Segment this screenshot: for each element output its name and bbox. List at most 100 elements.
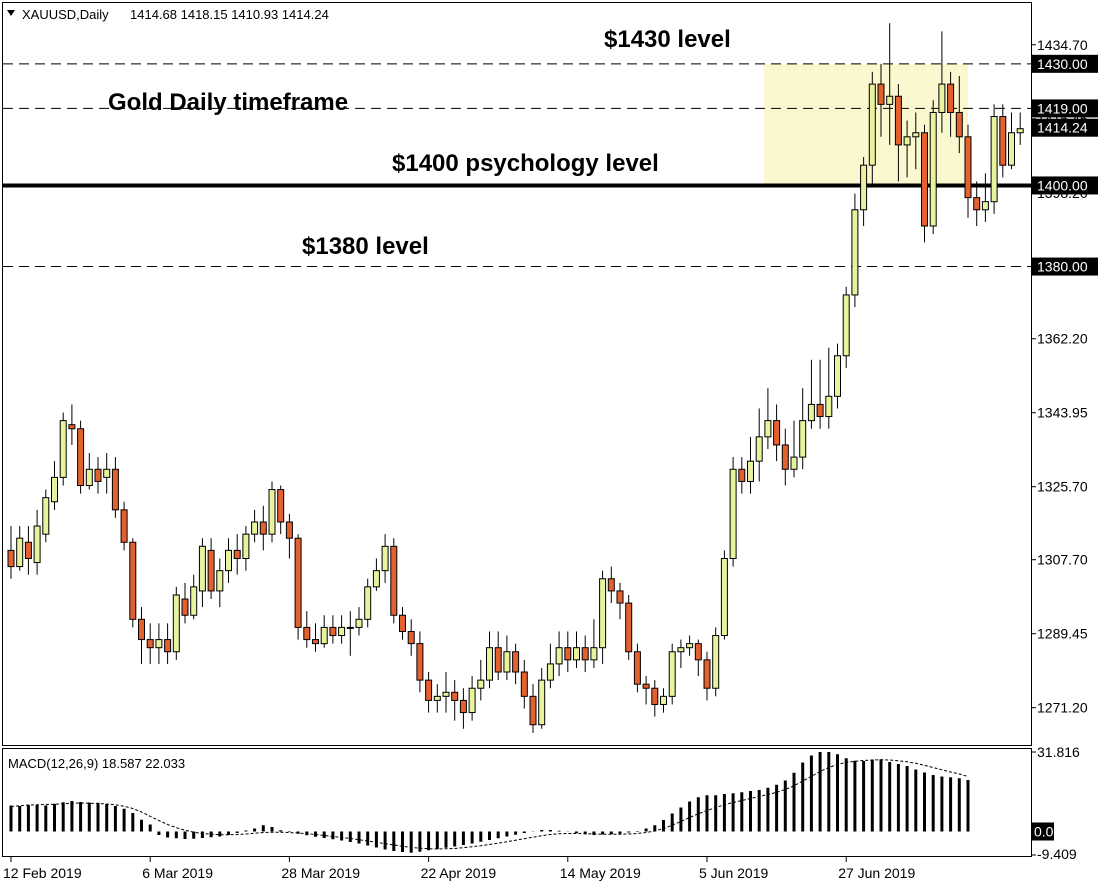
candle bbox=[799, 388, 807, 470]
candle bbox=[459, 688, 467, 729]
candle bbox=[503, 635, 511, 681]
price-tick-label: 1343.95 bbox=[1037, 405, 1088, 421]
candle bbox=[425, 672, 433, 713]
candle bbox=[103, 453, 111, 494]
candle bbox=[216, 558, 224, 608]
candle bbox=[807, 359, 815, 429]
candle bbox=[129, 538, 137, 628]
candle bbox=[155, 623, 163, 664]
date-tick-label: 6 Mar 2019 bbox=[142, 865, 213, 881]
candle bbox=[633, 643, 641, 693]
svg-text:0.00: 0.00 bbox=[1034, 823, 1061, 839]
svg-text:1414.24: 1414.24 bbox=[1037, 120, 1088, 136]
macd-tick-label: 31.816 bbox=[1037, 744, 1080, 760]
candle bbox=[146, 623, 154, 664]
candle bbox=[607, 566, 615, 604]
candle bbox=[825, 347, 833, 429]
level-tag-1419.00: 1419.00 bbox=[1032, 99, 1098, 118]
candle bbox=[172, 586, 180, 660]
candle bbox=[77, 420, 85, 494]
candle bbox=[668, 643, 676, 705]
candle bbox=[842, 286, 850, 368]
candle bbox=[33, 509, 41, 575]
collapse-triangle-icon[interactable] bbox=[7, 10, 15, 16]
candle bbox=[68, 404, 76, 445]
candle bbox=[651, 680, 659, 717]
candle bbox=[442, 672, 450, 713]
candle bbox=[120, 501, 128, 551]
candle bbox=[947, 71, 955, 137]
candle bbox=[390, 538, 398, 624]
candle bbox=[24, 526, 32, 575]
svg-text:1400.00: 1400.00 bbox=[1037, 177, 1088, 193]
candle bbox=[868, 71, 876, 186]
candle bbox=[581, 635, 589, 673]
candles bbox=[7, 23, 1024, 733]
price-tick-label: 1271.20 bbox=[1037, 700, 1088, 716]
candle bbox=[981, 173, 989, 222]
candle bbox=[851, 193, 859, 308]
macd-label: MACD(12,26,9) 18.587 22.033 bbox=[8, 756, 185, 771]
candle bbox=[964, 124, 972, 218]
candle bbox=[225, 538, 232, 583]
price-axis: 1434.701416.451398.201379.951362.201343.… bbox=[1031, 37, 1088, 716]
candle bbox=[877, 63, 885, 137]
candle bbox=[486, 631, 493, 689]
price-tick-label: 1434.70 bbox=[1037, 37, 1088, 53]
candle bbox=[242, 526, 250, 571]
candle bbox=[233, 534, 241, 575]
candle bbox=[190, 574, 198, 620]
candle bbox=[912, 112, 920, 170]
candle bbox=[85, 453, 93, 490]
svg-text:-9.409: -9.409 bbox=[1037, 846, 1077, 862]
candle bbox=[564, 631, 572, 673]
candle bbox=[285, 513, 293, 559]
annotation-1380-level: $1380 level bbox=[302, 233, 429, 260]
candle bbox=[538, 667, 546, 729]
candle bbox=[773, 404, 781, 462]
price-tick-label: 1362.20 bbox=[1037, 331, 1088, 347]
price-tick-label: 1307.70 bbox=[1037, 552, 1088, 568]
date-axis: 12 Feb 2019 6 Mar 2019 28 Mar 2019 22 Apr 2… bbox=[3, 857, 915, 881]
candle bbox=[686, 635, 694, 656]
candle bbox=[164, 623, 172, 664]
level-tag-1414.24: 1414.24 bbox=[1032, 118, 1098, 137]
candle bbox=[546, 643, 554, 689]
svg-text:31.816: 31.816 bbox=[1037, 744, 1080, 760]
candle bbox=[660, 688, 667, 713]
candle bbox=[921, 124, 928, 243]
price-frame bbox=[2, 2, 1032, 746]
candle bbox=[294, 534, 302, 640]
candle bbox=[955, 75, 963, 154]
candle bbox=[477, 659, 485, 701]
candle bbox=[625, 594, 633, 660]
candle bbox=[42, 489, 50, 543]
candle bbox=[886, 23, 894, 145]
candle bbox=[207, 538, 215, 600]
candle bbox=[738, 457, 746, 494]
macd-tick-label: 0.00 bbox=[1032, 822, 1061, 841]
candle bbox=[929, 100, 937, 235]
candle bbox=[277, 485, 285, 535]
date-tick-label: 27 Jun 2019 bbox=[838, 865, 915, 881]
candle bbox=[729, 457, 737, 567]
date-tick-label: 28 Mar 2019 bbox=[281, 865, 360, 881]
candle bbox=[468, 676, 476, 721]
candle bbox=[268, 481, 276, 543]
candle bbox=[790, 420, 798, 478]
candle bbox=[303, 611, 311, 648]
candle bbox=[111, 457, 119, 518]
date-tick-label: 12 Feb 2019 bbox=[3, 865, 82, 881]
candle bbox=[590, 619, 598, 668]
date-tick-label: 14 May 2019 bbox=[560, 865, 641, 881]
candle bbox=[999, 104, 1007, 178]
candle bbox=[677, 639, 685, 668]
candle bbox=[938, 31, 946, 133]
candle bbox=[781, 428, 789, 486]
candle bbox=[407, 619, 415, 656]
candle bbox=[599, 570, 607, 664]
candle bbox=[642, 676, 650, 705]
candle bbox=[338, 615, 346, 644]
candle bbox=[16, 526, 24, 571]
